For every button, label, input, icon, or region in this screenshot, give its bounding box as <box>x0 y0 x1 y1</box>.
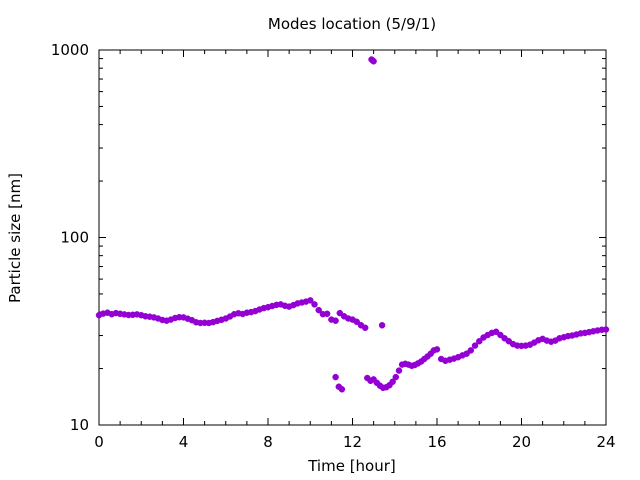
data-point <box>307 297 314 304</box>
data-point <box>336 309 344 317</box>
data-point <box>332 317 339 324</box>
axis-tick-labels: 0 4 8 12 16 20 24 10 100 1000 <box>51 41 616 451</box>
data-point <box>392 373 400 381</box>
x-tick-label: 8 <box>263 433 273 451</box>
data-point <box>395 367 403 374</box>
x-axis-label: Time [hour] <box>307 457 396 475</box>
x-tick-label: 16 <box>427 433 446 451</box>
data-point <box>315 306 322 314</box>
x-tick-label: 4 <box>179 433 189 451</box>
x-tick-label: 0 <box>94 433 104 451</box>
data-points <box>95 56 610 393</box>
data-point <box>476 337 483 345</box>
y-tick-label: 1000 <box>51 41 89 59</box>
data-point <box>471 342 479 349</box>
y-tick-label: 10 <box>70 416 89 434</box>
data-point <box>492 328 500 336</box>
data-point <box>332 373 339 381</box>
data-point <box>361 324 369 332</box>
axis-ticks <box>98 49 607 426</box>
data-point <box>602 326 610 333</box>
data-point <box>378 322 386 329</box>
data-point <box>311 301 318 308</box>
chart-title: Modes location (5/9/1) <box>268 15 436 33</box>
data-point <box>323 310 331 318</box>
x-tick-label: 20 <box>512 433 531 451</box>
x-tick-label: 24 <box>596 433 615 451</box>
plot-frame <box>98 49 607 426</box>
data-point <box>389 378 396 386</box>
y-axis-label: Particle size [nm] <box>6 173 24 303</box>
y-tick-label: 100 <box>60 229 89 247</box>
data-point <box>433 346 441 353</box>
data-point <box>467 347 475 354</box>
data-point <box>338 386 346 393</box>
x-tick-label: 12 <box>343 433 362 451</box>
data-point <box>370 58 377 65</box>
data-point <box>353 318 360 326</box>
